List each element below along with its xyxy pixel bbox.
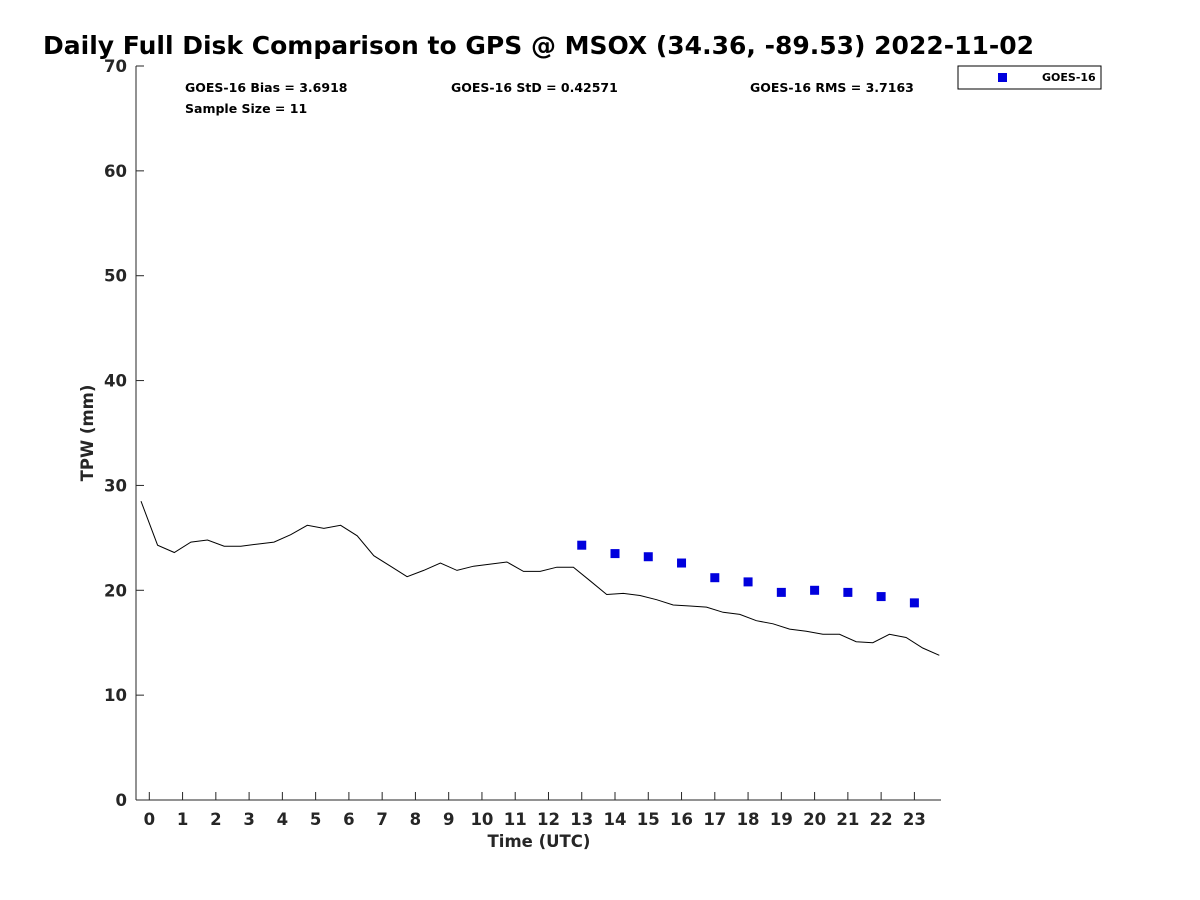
x-tick-label: 10: [470, 810, 493, 829]
bias-stat: GOES-16 Bias = 3.6918: [185, 80, 347, 95]
legend: GOES-16: [957, 65, 1102, 90]
legend-marker: [998, 73, 1007, 82]
x-tick-label: 2: [210, 810, 221, 829]
y-tick-label: 40: [104, 372, 127, 391]
goes16-point: [776, 587, 786, 597]
goes16-point: [610, 549, 620, 559]
x-axis-label: Time (UTC): [488, 832, 591, 851]
x-tick-label: 13: [570, 810, 593, 829]
x-tick-label: 11: [504, 810, 527, 829]
x-tick-label: 15: [637, 810, 660, 829]
std-stat: GOES-16 StD = 0.42571: [451, 80, 618, 95]
goes16-point: [876, 592, 886, 602]
x-tick-label: 17: [703, 810, 726, 829]
x-tick-label: 5: [310, 810, 321, 829]
x-tick-label: 23: [903, 810, 926, 829]
x-tick-label: 7: [376, 810, 387, 829]
x-ticks: 0 1 2 3 4 5 6 7 8 9 10 11 12 13 14 15 16 17 18 19 20 21 22 23: [144, 792, 926, 829]
goes16-point: [577, 540, 587, 550]
series-layer: [140, 501, 940, 656]
x-tick-label: 6: [343, 810, 354, 829]
x-tick-label: 8: [410, 810, 421, 829]
y-tick-label: 10: [104, 686, 127, 705]
goes16-point: [909, 598, 919, 608]
stats-annotations: GOES-16 Bias = 3.6918 GOES-16 StD = 0.42…: [185, 80, 914, 116]
x-tick-label: 4: [277, 810, 288, 829]
x-tick-label: 12: [537, 810, 560, 829]
x-tick-label: 1: [177, 810, 188, 829]
y-tick-label: 50: [104, 267, 127, 286]
legend-label: GOES-16: [1042, 71, 1096, 84]
goes16-point: [643, 552, 653, 562]
x-tick-label: 19: [770, 810, 793, 829]
axes: [135, 66, 941, 801]
x-tick-label: 20: [803, 810, 826, 829]
legend-box: [957, 65, 1102, 90]
y-tick-label: 20: [104, 581, 127, 600]
y-tick-label: 30: [104, 476, 127, 495]
x-tick-label: 0: [144, 810, 155, 829]
x-tick-label: 14: [604, 810, 627, 829]
x-tick-label: 22: [870, 810, 893, 829]
y-tick-label: 60: [104, 162, 127, 181]
x-tick-label: 21: [836, 810, 859, 829]
x-tick-label: 9: [443, 810, 454, 829]
goes16-point: [710, 573, 720, 583]
y-ticks: 0 10 20 30 40 50 60 70: [104, 57, 144, 810]
chart-title: Daily Full Disk Comparison to GPS @ MSOX…: [43, 31, 1034, 60]
x-tick-label: 16: [670, 810, 693, 829]
goes16-point: [810, 585, 820, 595]
sample-size-stat: Sample Size = 11: [185, 101, 307, 116]
x-tick-label: 18: [737, 810, 760, 829]
y-axis-label: TPW (mm): [78, 385, 97, 482]
y-tick-label: 70: [104, 57, 127, 76]
rms-stat: GOES-16 RMS = 3.7163: [750, 80, 914, 95]
goes16-point: [843, 587, 853, 597]
gps-tpw-line: [140, 501, 940, 656]
y-tick-label: 0: [116, 791, 127, 810]
goes16-point: [677, 558, 687, 568]
goes16-point: [743, 577, 753, 587]
x-tick-label: 3: [243, 810, 254, 829]
